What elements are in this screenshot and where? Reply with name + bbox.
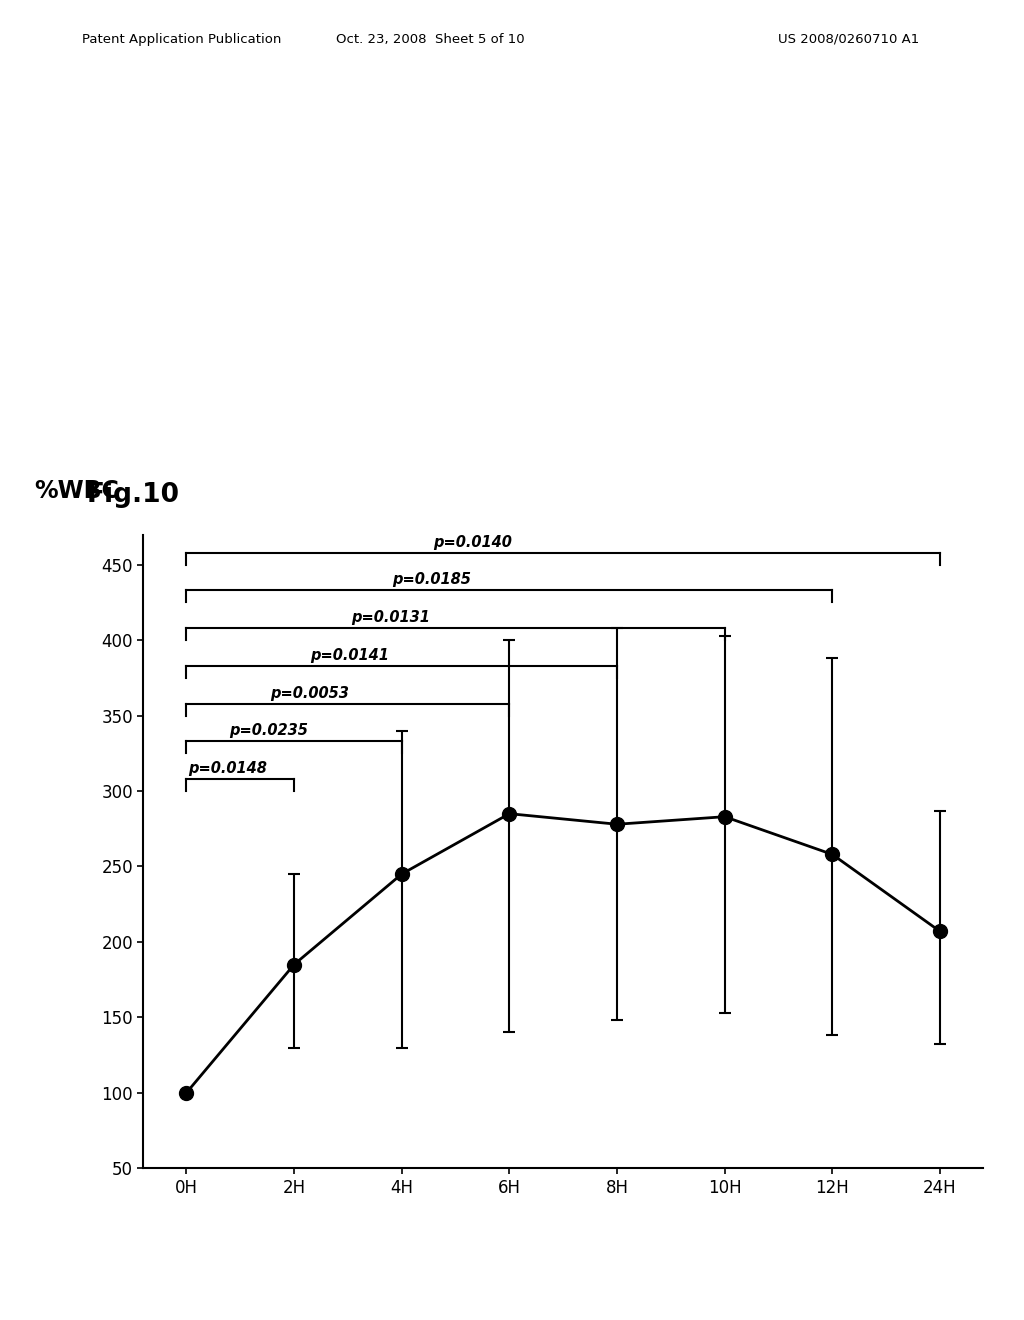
Text: %WBC: %WBC xyxy=(34,479,119,503)
Text: p=0.0235: p=0.0235 xyxy=(228,723,307,738)
Text: US 2008/0260710 A1: US 2008/0260710 A1 xyxy=(778,33,920,46)
Text: Fig.10: Fig.10 xyxy=(87,482,180,508)
Text: p=0.0131: p=0.0131 xyxy=(351,610,430,626)
Text: p=0.0185: p=0.0185 xyxy=(392,573,471,587)
Text: Oct. 23, 2008  Sheet 5 of 10: Oct. 23, 2008 Sheet 5 of 10 xyxy=(336,33,524,46)
Text: p=0.0148: p=0.0148 xyxy=(187,760,267,776)
Text: p=0.0140: p=0.0140 xyxy=(433,535,512,549)
Text: p=0.0141: p=0.0141 xyxy=(310,648,389,663)
Text: Patent Application Publication: Patent Application Publication xyxy=(82,33,282,46)
Text: p=0.0053: p=0.0053 xyxy=(269,685,348,701)
